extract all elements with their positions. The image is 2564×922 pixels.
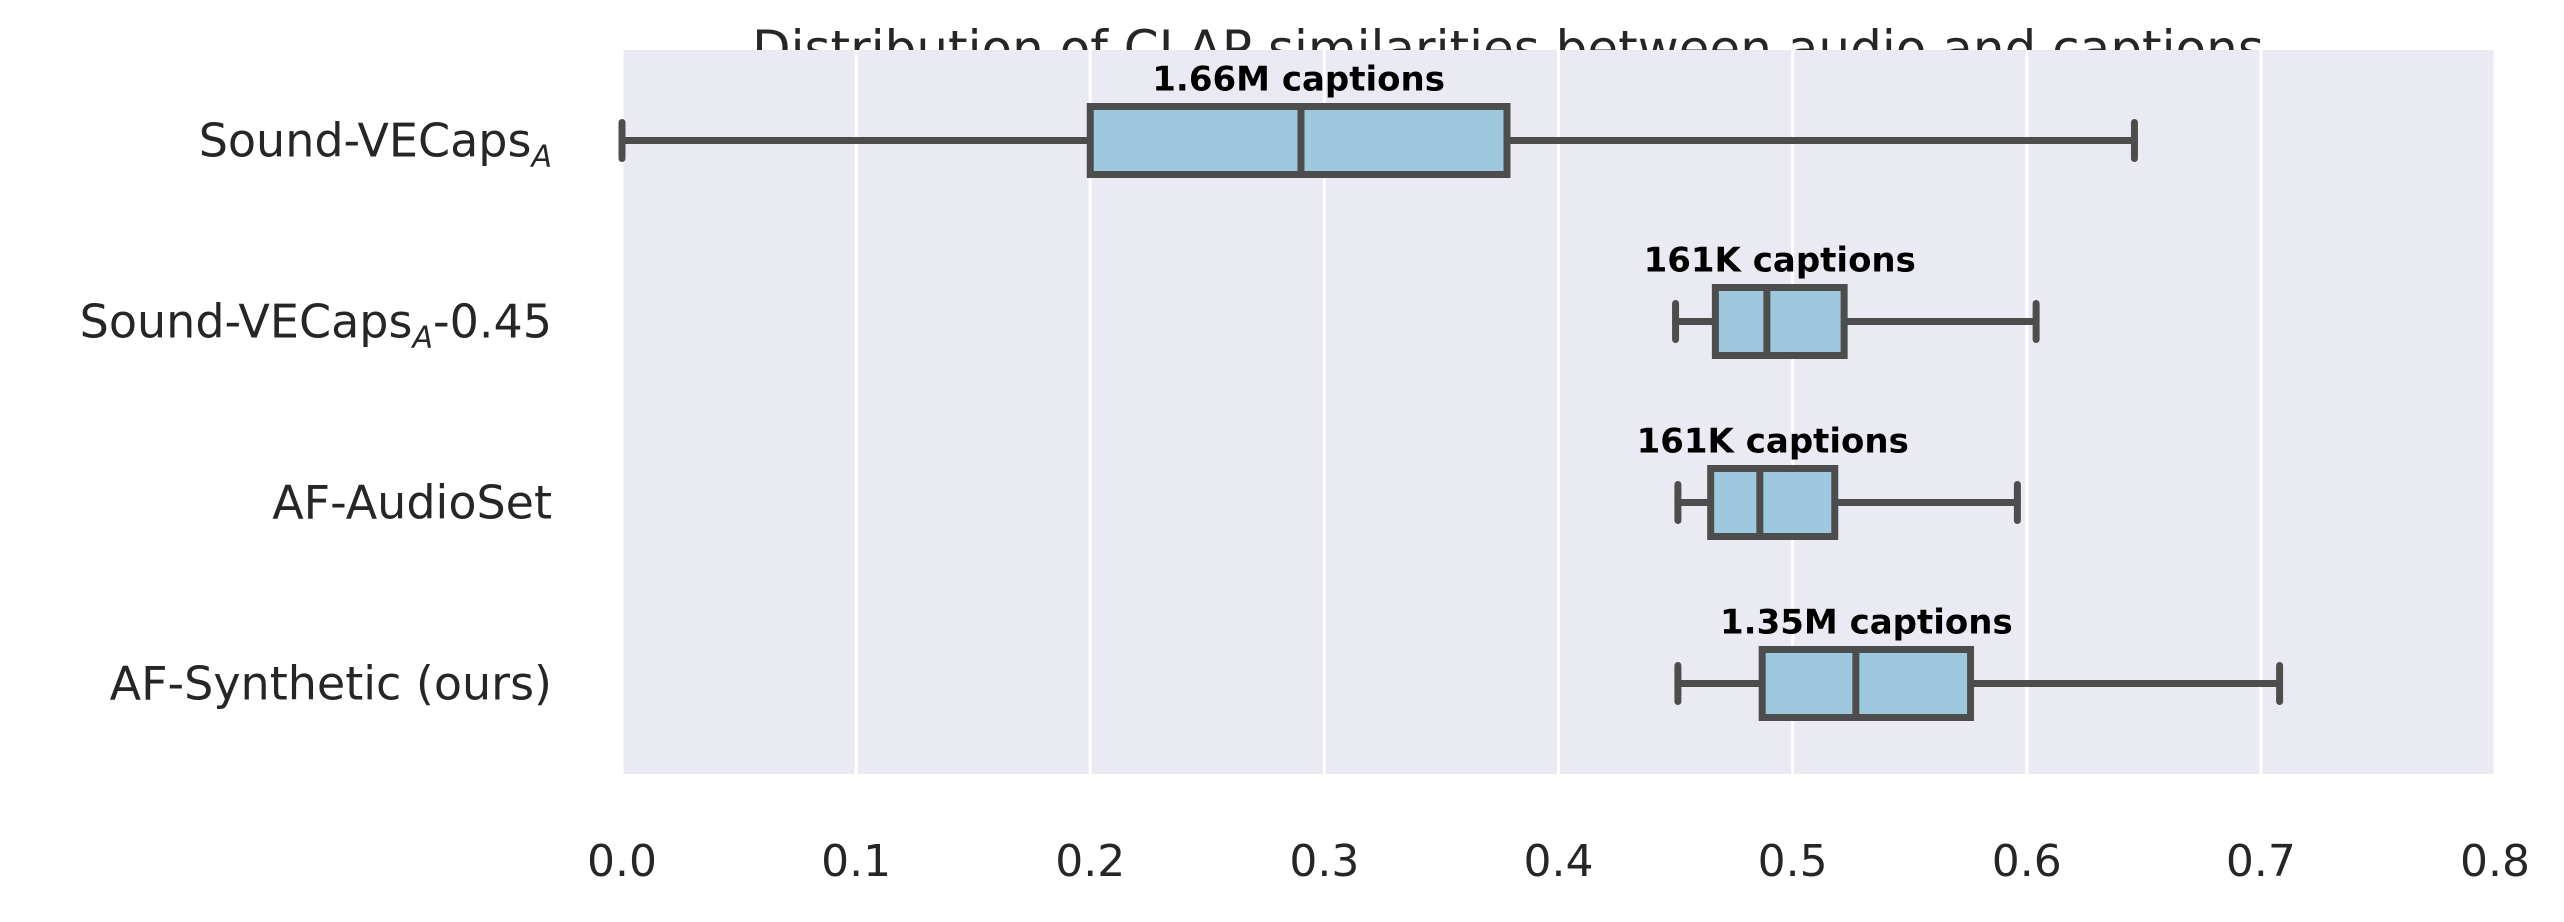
x-tick-label: 0.5: [1758, 836, 1828, 887]
box-iqr: [1711, 284, 1848, 359]
x-tick-labels: 0.0 0.1 0.2 0.3 0.4 0.5 0.6 0.7 0.8: [587, 836, 2530, 887]
y-tick-labels: Sound-VECapsA Sound-VECapsA-0.45 AF-AudioS…: [80, 114, 552, 711]
annotations-layer: 1.66M captions 161K captions 161K captions…: [1152, 60, 2012, 643]
x-tick-label: 0.4: [1524, 836, 1594, 887]
box-group: [1674, 646, 2284, 721]
box-group: [618, 103, 2138, 178]
x-tick-label: 0.6: [1992, 836, 2062, 887]
box-group: [1674, 465, 2021, 540]
box-annotation: 1.66M captions: [1152, 60, 1445, 100]
y-tick-label: AF-Synthetic (ours): [110, 657, 552, 711]
x-tick-label: 0.3: [1289, 836, 1359, 887]
box-group: [1672, 284, 2040, 359]
box-iqr: [1758, 646, 1975, 721]
x-tick-label: 0.0: [587, 836, 657, 887]
y-tick-label: Sound-VECapsA-0.45: [80, 295, 552, 356]
y-tick-label: Sound-VECapsA: [199, 114, 552, 175]
box-annotation: 161K captions: [1644, 241, 1916, 281]
box-annotation: 161K captions: [1637, 422, 1909, 462]
x-tick-label: 0.1: [821, 836, 891, 887]
boxes-layer: [618, 103, 2284, 721]
x-tick-label: 0.2: [1055, 836, 1125, 887]
box-annotation: 1.35M captions: [1720, 603, 2013, 643]
box-iqr: [1707, 465, 1839, 540]
x-tick-label: 0.8: [2460, 836, 2530, 887]
x-gridlines: [620, 50, 2497, 774]
x-tick-label: 0.7: [2226, 836, 2296, 887]
y-tick-label: AF-AudioSet: [272, 476, 552, 530]
